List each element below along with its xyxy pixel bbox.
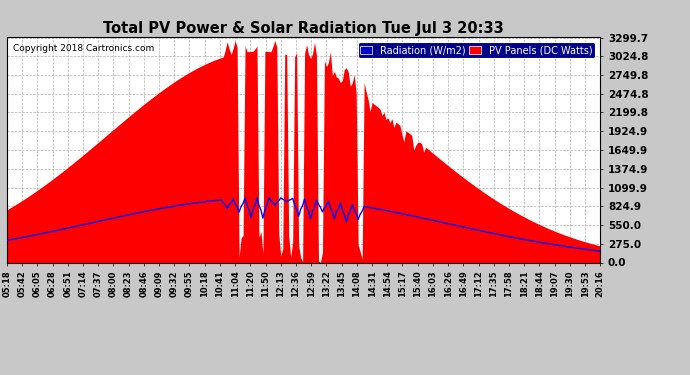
Legend: Radiation (W/m2), PV Panels (DC Watts): Radiation (W/m2), PV Panels (DC Watts) [357, 42, 595, 58]
Title: Total PV Power & Solar Radiation Tue Jul 3 20:33: Total PV Power & Solar Radiation Tue Jul… [104, 21, 504, 36]
Text: Copyright 2018 Cartronics.com: Copyright 2018 Cartronics.com [13, 44, 154, 53]
